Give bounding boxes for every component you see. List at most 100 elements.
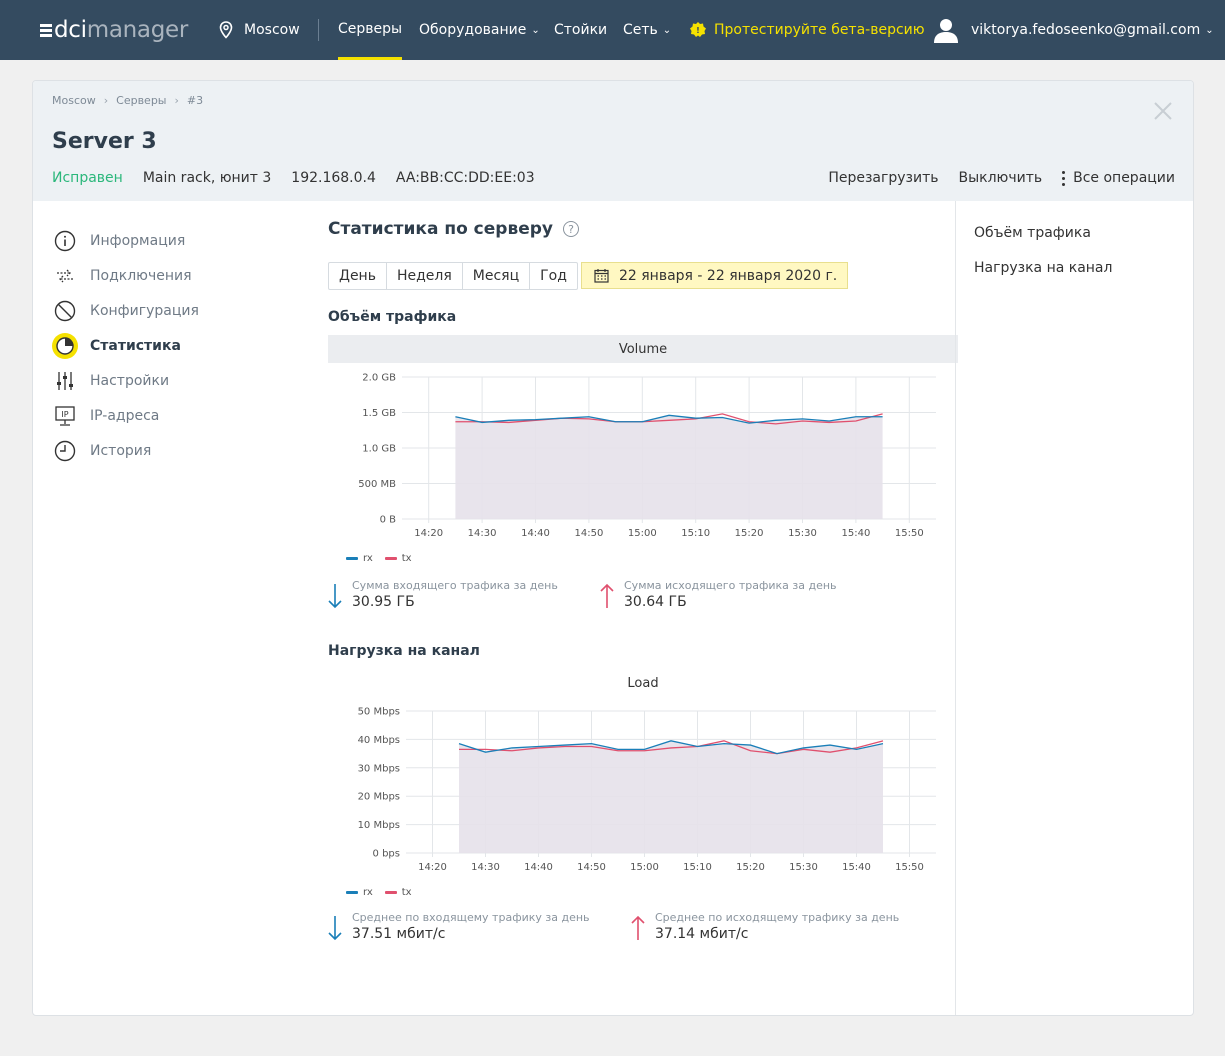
- location-selector[interactable]: Moscow: [219, 0, 300, 60]
- sidebar-item-label: История: [90, 443, 151, 459]
- tx-sum-summary: Сумма исходящего трафика за день 30.64 ГБ: [600, 579, 837, 610]
- legend-tx-label: tx: [402, 887, 412, 898]
- sidebar-item-ip[interactable]: IP IP-адреса: [52, 398, 199, 433]
- legend-rx[interactable]: rx: [346, 553, 373, 564]
- mac-address: AA:BB:CC:DD:EE:03: [396, 170, 535, 186]
- all-operations-button[interactable]: Все операции: [1062, 170, 1175, 186]
- sidebar-item-label: IP-адреса: [90, 408, 159, 424]
- volume-legend: rx tx: [346, 553, 412, 564]
- y-tick-label: 2.0 GB: [362, 373, 396, 384]
- side-menu: Информация Подключения Конфигурация Стат…: [52, 223, 199, 468]
- nav-network[interactable]: Сеть ⌄: [623, 0, 671, 60]
- legend-tx[interactable]: tx: [385, 553, 412, 564]
- calendar-icon: [594, 268, 609, 283]
- rx-sum-label: Сумма входящего трафика за день: [352, 579, 558, 592]
- breadcrumb-separator: ›: [104, 94, 108, 107]
- help-icon[interactable]: ?: [563, 221, 579, 237]
- statistics-title-text: Статистика по серверу: [328, 219, 553, 239]
- y-tick-label: 500 MB: [358, 479, 396, 490]
- rx-avg-value: 37.51 мбит/с: [352, 926, 590, 942]
- arrow-up-icon: [600, 583, 614, 609]
- server-meta: Исправен Main rack, юнит 3 192.168.0.4 A…: [52, 170, 535, 186]
- close-icon[interactable]: [1151, 99, 1175, 123]
- sidebar-item-label: Информация: [90, 233, 185, 249]
- x-tick-label: 15:10: [683, 862, 712, 873]
- x-tick-label: 15:20: [735, 528, 764, 539]
- load-chart-title: Load: [328, 669, 958, 697]
- svg-text:!: !: [696, 26, 700, 35]
- load-chart: 0 bps10 Mbps20 Mbps30 Mbps40 Mbps50 Mbps…: [328, 703, 958, 878]
- server-operations: Перезагрузить Выключить Все операции: [828, 170, 1175, 186]
- server-header: Moscow › Серверы › #3 Server 3 Исправен …: [33, 81, 1194, 201]
- logo-dci: dci: [54, 17, 87, 43]
- anchor-traffic[interactable]: Объём трафика: [974, 225, 1112, 260]
- period-week-button[interactable]: Неделя: [387, 263, 463, 289]
- chevron-down-icon: ⌄: [531, 25, 539, 36]
- top-navigation-bar: dci manager Moscow Серверы Оборудование ⌄ …: [0, 0, 1225, 60]
- dcimanager-logo[interactable]: dci manager: [40, 17, 188, 43]
- server-panel: Moscow › Серверы › #3 Server 3 Исправен …: [32, 80, 1194, 1016]
- legend-tx[interactable]: tx: [385, 887, 412, 898]
- content-divider: [955, 201, 956, 1016]
- logo-bars-icon: [40, 23, 52, 37]
- x-tick-label: 15:20: [736, 862, 765, 873]
- info-icon: [52, 228, 78, 254]
- x-tick-label: 14:50: [577, 862, 606, 873]
- load-section-title: Нагрузка на канал: [328, 643, 480, 659]
- tx-sum-value: 30.64 ГБ: [624, 594, 837, 610]
- chevron-down-icon: ⌄: [663, 25, 671, 36]
- section-anchors: Объём трафика Нагрузка на канал: [974, 225, 1112, 295]
- statistics-content: Статистика по серверу ? День Неделя Меся…: [328, 219, 958, 239]
- nav-racks[interactable]: Стойки: [554, 0, 607, 60]
- x-tick-label: 15:10: [681, 528, 710, 539]
- breadcrumb-servers[interactable]: Серверы: [116, 94, 166, 107]
- date-range-picker[interactable]: 22 января - 22 января 2020 г.: [581, 262, 848, 289]
- arrow-down-icon: [328, 915, 342, 941]
- anchor-load[interactable]: Нагрузка на канал: [974, 260, 1112, 295]
- rack-info: Main rack, юнит 3: [143, 170, 271, 186]
- statistics-title: Статистика по серверу ?: [328, 219, 958, 239]
- sidebar-item-statistics[interactable]: Статистика: [52, 328, 199, 363]
- nav-equipment[interactable]: Оборудование ⌄: [419, 0, 540, 60]
- area-fill: [455, 415, 882, 519]
- legend-rx[interactable]: rx: [346, 887, 373, 898]
- volume-chart-title: Volume: [328, 335, 958, 363]
- breadcrumb-location[interactable]: Moscow: [52, 94, 96, 107]
- beta-link[interactable]: ! Протестируйте бета-версию: [689, 0, 925, 60]
- sidebar-item-info[interactable]: Информация: [52, 223, 199, 258]
- tx-sum-label: Сумма исходящего трафика за день: [624, 579, 837, 592]
- legend-rx-label: rx: [363, 887, 373, 898]
- x-tick-label: 14:40: [521, 528, 550, 539]
- period-year-button[interactable]: Год: [530, 263, 577, 289]
- y-tick-label: 10 Mbps: [358, 820, 400, 831]
- sidebar-item-label: Конфигурация: [90, 303, 199, 319]
- sidebar-item-settings[interactable]: Настройки: [52, 363, 199, 398]
- y-tick-label: 1.0 GB: [362, 444, 396, 455]
- y-tick-label: 1.5 GB: [362, 408, 396, 419]
- sidebar-item-config[interactable]: Конфигурация: [52, 293, 199, 328]
- nav-servers-label: Серверы: [338, 21, 402, 37]
- breadcrumb-separator: ›: [175, 94, 179, 107]
- shutdown-button[interactable]: Выключить: [958, 170, 1042, 186]
- beta-label: Протестируйте бета-версию: [714, 22, 925, 38]
- sidebar-item-history[interactable]: История: [52, 433, 199, 468]
- nav-servers[interactable]: Серверы: [338, 0, 402, 60]
- tx-avg-label: Среднее по исходящему трафику за день: [655, 911, 899, 924]
- settings-sliders-icon: [52, 368, 78, 394]
- period-day-button[interactable]: День: [329, 263, 387, 289]
- sidebar-item-connections[interactable]: Подключения: [52, 258, 199, 293]
- x-tick-label: 15:50: [895, 528, 924, 539]
- sidebar-item-label: Статистика: [90, 338, 181, 354]
- location-label: Moscow: [244, 22, 300, 38]
- nav-equipment-label: Оборудование: [419, 22, 526, 38]
- status-badge: Исправен: [52, 170, 123, 186]
- traffic-section-title: Объём трафика: [328, 309, 456, 325]
- all-operations-label: Все операции: [1073, 170, 1175, 186]
- period-month-button[interactable]: Месяц: [463, 263, 530, 289]
- reboot-button[interactable]: Перезагрузить: [828, 170, 938, 186]
- y-tick-label: 40 Mbps: [358, 735, 400, 746]
- x-tick-label: 14:30: [471, 862, 500, 873]
- date-range-text: 22 января - 22 января 2020 г.: [619, 268, 837, 284]
- user-menu[interactable]: viktorya.fedoseenko@gmail.com ⌄: [933, 0, 1214, 60]
- chevron-down-icon: ⌄: [1205, 25, 1213, 36]
